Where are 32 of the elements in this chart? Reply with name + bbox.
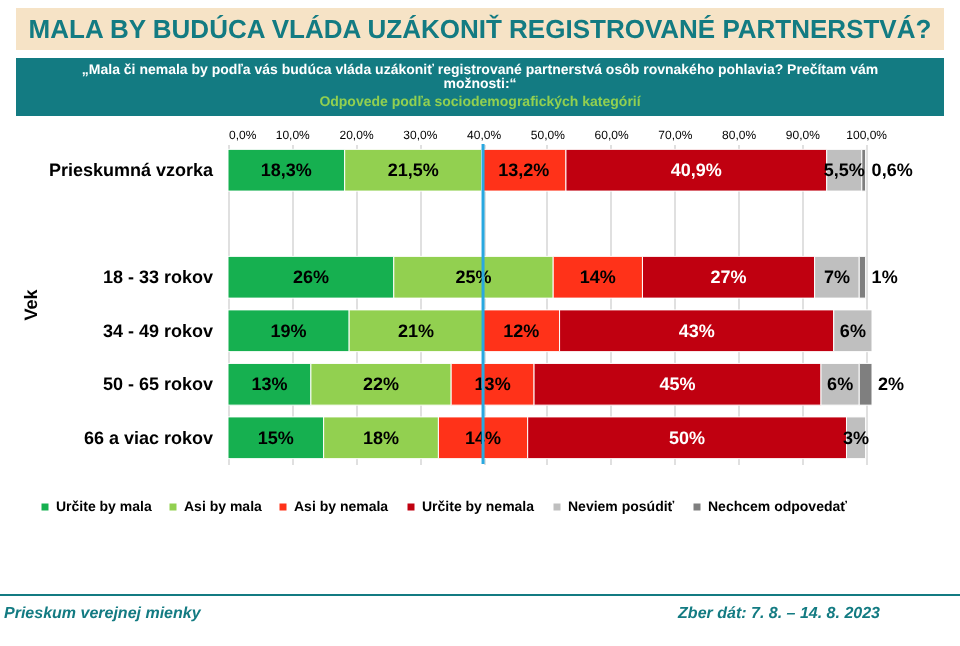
data-label: 0,6% bbox=[871, 160, 913, 181]
data-label: 18% bbox=[363, 427, 400, 448]
y-tick-label: 66 a viac rokov bbox=[83, 427, 213, 448]
text: Zber dát: 7. 8. – 14. 8. 2023 bbox=[678, 604, 880, 622]
data-label: 43% bbox=[678, 320, 715, 341]
text: Prieskum verejnej mienky bbox=[4, 604, 201, 622]
data-label: 1% bbox=[871, 267, 898, 288]
data-label: 40,9% bbox=[670, 160, 722, 181]
data-label: 14% bbox=[579, 267, 616, 288]
data-label: 12% bbox=[503, 320, 540, 341]
data-label: 2% bbox=[878, 374, 905, 395]
data-label: 27% bbox=[710, 267, 747, 288]
y-tick-label: 18 - 33 rokov bbox=[102, 267, 213, 288]
data-label: 21,5% bbox=[387, 160, 439, 181]
data-label: 22% bbox=[363, 374, 400, 395]
y-tick-label: Prieskumná vzorka bbox=[48, 160, 215, 181]
data-label: 26% bbox=[292, 267, 329, 288]
y-axis-title: Vek bbox=[20, 287, 41, 321]
y-tick-label: 50 - 65 rokov bbox=[102, 374, 213, 395]
data-label: 15% bbox=[257, 427, 294, 448]
data-label: 50% bbox=[669, 427, 706, 448]
data-label: 18,3% bbox=[260, 160, 312, 181]
data-label: 13,2% bbox=[498, 160, 550, 181]
data-label: 6% bbox=[827, 374, 854, 395]
data-label: 21% bbox=[398, 320, 435, 341]
data-label: 13% bbox=[251, 374, 288, 395]
data-label: 19% bbox=[270, 320, 307, 341]
chart-title: MALA BY BUDÚCA VLÁDA UZÁKONIŤ REGISTROVANÉ PARTNERSTVÁ? bbox=[16, 8, 944, 50]
data-label: 7% bbox=[823, 267, 850, 288]
y-tick-label: 34 - 49 rokov bbox=[102, 320, 213, 341]
data-label: 45% bbox=[659, 374, 696, 395]
data-label: 6% bbox=[839, 320, 866, 341]
